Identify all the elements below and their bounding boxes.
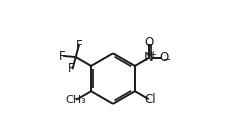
Text: −: − [163,55,171,65]
Text: F: F [59,50,65,63]
Text: F: F [75,39,82,52]
Text: CH₃: CH₃ [65,95,86,105]
Text: F: F [68,63,75,75]
Text: Cl: Cl [144,93,155,106]
Text: O: O [144,36,153,49]
Text: O: O [159,51,168,64]
Text: N: N [144,51,153,64]
Text: +: + [149,50,156,59]
